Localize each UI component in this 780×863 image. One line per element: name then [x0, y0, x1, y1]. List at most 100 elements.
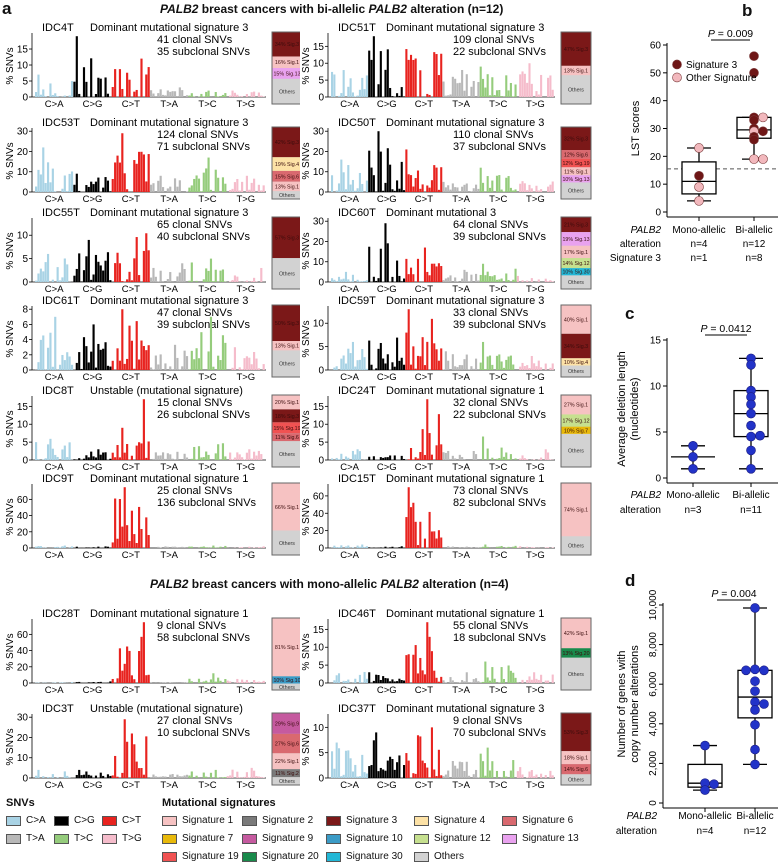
category-label: C>T: [415, 99, 433, 110]
row-label-signature: Signature 3: [610, 253, 662, 264]
spectrum-bar: [126, 444, 128, 460]
category-label: T>A: [160, 780, 178, 791]
spectrum-bar: [37, 170, 39, 192]
spectrum-bar: [410, 175, 412, 192]
spectrum-bar: [179, 273, 181, 282]
y-tick-label: 5: [318, 76, 324, 87]
spectrum-bar: [241, 96, 243, 97]
spectrum-bar: [547, 681, 549, 683]
section-title-monoallelic: PALB2 breast cancers with mono-allelic P…: [150, 577, 509, 591]
y-tick-label: 0: [22, 366, 28, 377]
spectrum-bar: [114, 162, 116, 192]
spectrum-bar: [336, 458, 338, 460]
snv-legend-item: C>G: [54, 815, 102, 827]
spectrum-bar: [42, 271, 44, 282]
spectrum-bar: [234, 93, 236, 97]
spectrum-bar: [531, 84, 533, 97]
y-tick-label: 10: [650, 180, 662, 191]
spectrum-bar: [229, 681, 231, 683]
spectrum-bar: [429, 188, 431, 192]
category-label: T>A: [452, 685, 470, 696]
data-point: [759, 127, 768, 136]
spectrum-bar: [47, 444, 49, 460]
spectrum-bar: [64, 96, 66, 97]
spectrum-bar: [477, 777, 479, 778]
spectrum-bar: [389, 165, 391, 192]
sample-id: IDC55T: [42, 207, 80, 219]
spectrum-bar: [112, 453, 114, 460]
spectrum-bar: [198, 446, 200, 460]
spectrum-bar: [124, 453, 126, 460]
spectrum-bar: [81, 369, 83, 370]
spectrum-bar: [417, 673, 419, 683]
data-point: [751, 677, 760, 686]
spectrum-bar: [148, 345, 150, 370]
y-tick-label: 20: [17, 147, 29, 158]
y-tick-label: 50: [650, 68, 662, 79]
spectrum-bar: [473, 679, 475, 683]
spectrum-bar: [489, 276, 491, 282]
gene-name: PALB2: [160, 2, 198, 16]
spectrum-bar: [90, 182, 92, 192]
spectrum-bar: [114, 263, 116, 282]
spectrum-bar: [78, 770, 80, 778]
category-label: T>G: [526, 780, 545, 791]
spectrum-bar: [131, 733, 133, 778]
spectrum-bar: [160, 176, 162, 192]
spectrum-bar: [45, 96, 47, 97]
spectrum-bar: [405, 149, 407, 192]
spectrum-bar: [57, 267, 59, 282]
row-label-alteration: alteration: [616, 826, 657, 837]
title-text: breast cancers with bi-allelic: [198, 2, 368, 16]
spectrum-bar: [524, 458, 526, 460]
spectrum-bar: [508, 280, 510, 282]
group-label: Mono-allelic: [678, 811, 731, 822]
y-axis-label: % SNVs: [5, 410, 16, 447]
spectrum-bar: [538, 279, 540, 282]
signature-legend-title: Mutational signatures: [162, 797, 276, 810]
spectrum-bar: [461, 187, 463, 192]
spectrum-bar: [443, 182, 445, 192]
category-label: C>G: [377, 99, 397, 110]
spectrum-bar: [35, 547, 37, 548]
spectrum-bar: [114, 756, 116, 778]
y-tick-label: 0: [648, 800, 659, 806]
subclonal-count: 26 subclonal SNVs: [157, 409, 250, 421]
spectrum-bar: [366, 773, 368, 778]
spectrum-bar: [191, 185, 193, 192]
subclonal-count: 22 subclonal SNVs: [453, 409, 546, 421]
spectrum-bar: [148, 250, 150, 282]
spectrum-bar: [69, 356, 71, 370]
spectrum-bar: [155, 356, 157, 370]
spectrum-bar: [459, 547, 461, 548]
spectrum-bar: [260, 454, 262, 460]
spectrum-bar: [88, 187, 90, 192]
spectrum-bar: [37, 770, 39, 778]
legend-swatch: [162, 834, 177, 844]
spectrum-bar: [143, 251, 145, 282]
dominant-signature: Dominant mutational signature 3: [90, 22, 248, 34]
y-tick-label: 2,000: [648, 750, 659, 775]
spectrum-bar: [461, 365, 463, 370]
clonal-count: 27 clonal SNVs: [157, 715, 233, 727]
spectrum-bar: [373, 277, 375, 282]
subclonal-count: 40 subclonal SNVs: [157, 231, 250, 243]
spectrum-bar: [104, 77, 106, 97]
spectrum-bar: [109, 776, 111, 778]
spectrum-bar: [104, 342, 106, 370]
spectrum-bar: [258, 451, 260, 460]
spectrum-bar: [438, 263, 440, 282]
dominant-signature: Dominant mutational signature 1: [386, 385, 544, 397]
spectrum-bar: [389, 88, 391, 97]
spectrum-bar: [440, 167, 442, 192]
spectrum-bar: [447, 95, 449, 97]
spectrum-bar: [248, 547, 250, 548]
spectrum-bar: [517, 276, 519, 282]
spectrum-bar: [387, 243, 389, 282]
category-label: T>A: [452, 550, 470, 561]
spectrum-bar: [357, 96, 359, 97]
spectrum-bar: [121, 671, 123, 683]
spectrum-bar: [255, 682, 257, 683]
spectrum-bar: [405, 655, 407, 683]
